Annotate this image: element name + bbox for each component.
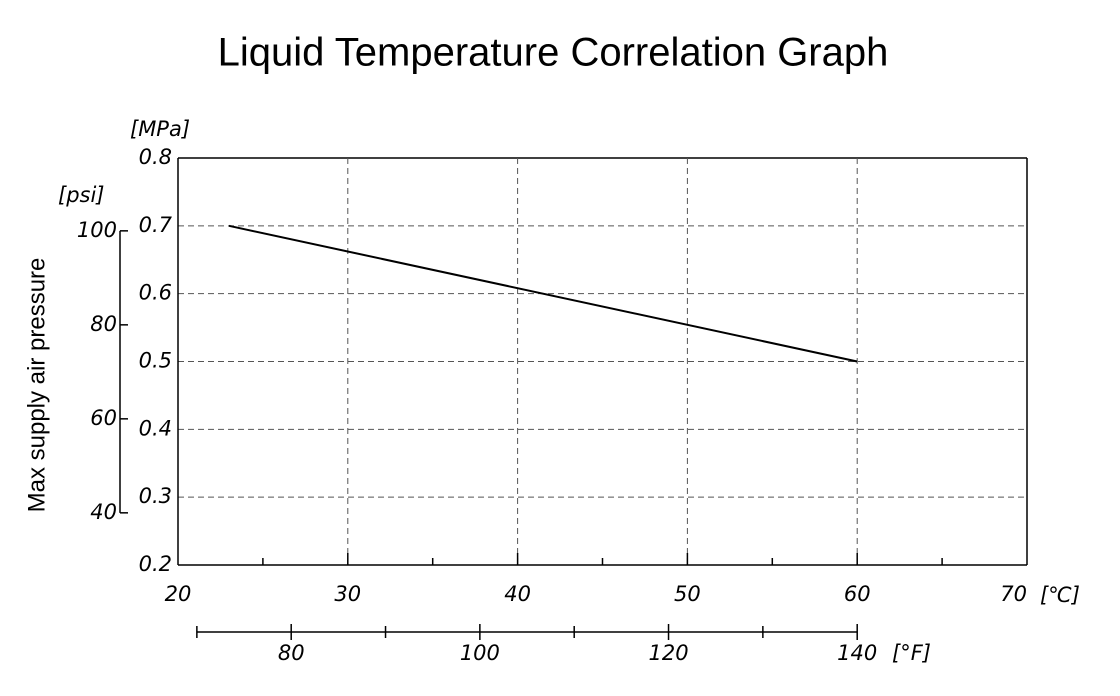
y-tick-label: 0.7 (139, 213, 173, 237)
data-line (228, 224, 858, 363)
x2-tick-label: 120 (648, 641, 688, 665)
x-tick-label: 20 (165, 582, 192, 606)
x2-tick-label: 140 (837, 641, 877, 665)
y2-tick-label: 40 (90, 500, 117, 524)
x-unit: [℃] (1040, 583, 1080, 607)
y2-tick-label: 100 (77, 218, 117, 242)
x2-unit: [°F] (892, 641, 931, 665)
y-tick-label: 0.8 (139, 145, 172, 169)
x-tick-label: 30 (334, 582, 361, 606)
y-tick-label: 0.4 (139, 416, 172, 440)
y-tick-label: 0.6 (139, 281, 172, 305)
x-tick-label: 70 (1000, 582, 1027, 606)
y-axis-title: Max supply air pressure (23, 258, 50, 513)
y2-tick-label: 60 (90, 406, 117, 430)
y2-tick-label: 80 (90, 312, 117, 336)
x-tick-label: 60 (844, 582, 871, 606)
x-tick-label: 40 (504, 582, 531, 606)
x2-tick-label: 100 (460, 641, 500, 665)
y-tick-label: 0.5 (139, 349, 172, 373)
y-tick-label: 0.2 (139, 552, 172, 576)
x2-tick-label: 80 (278, 641, 305, 665)
y2-unit: [psi] (58, 183, 105, 207)
x-tick-label: 50 (674, 582, 701, 606)
y-tick-label: 0.3 (139, 484, 172, 508)
y-unit: [MPa] (130, 117, 190, 141)
chart-title: Liquid Temperature Correlation Graph (218, 31, 889, 75)
